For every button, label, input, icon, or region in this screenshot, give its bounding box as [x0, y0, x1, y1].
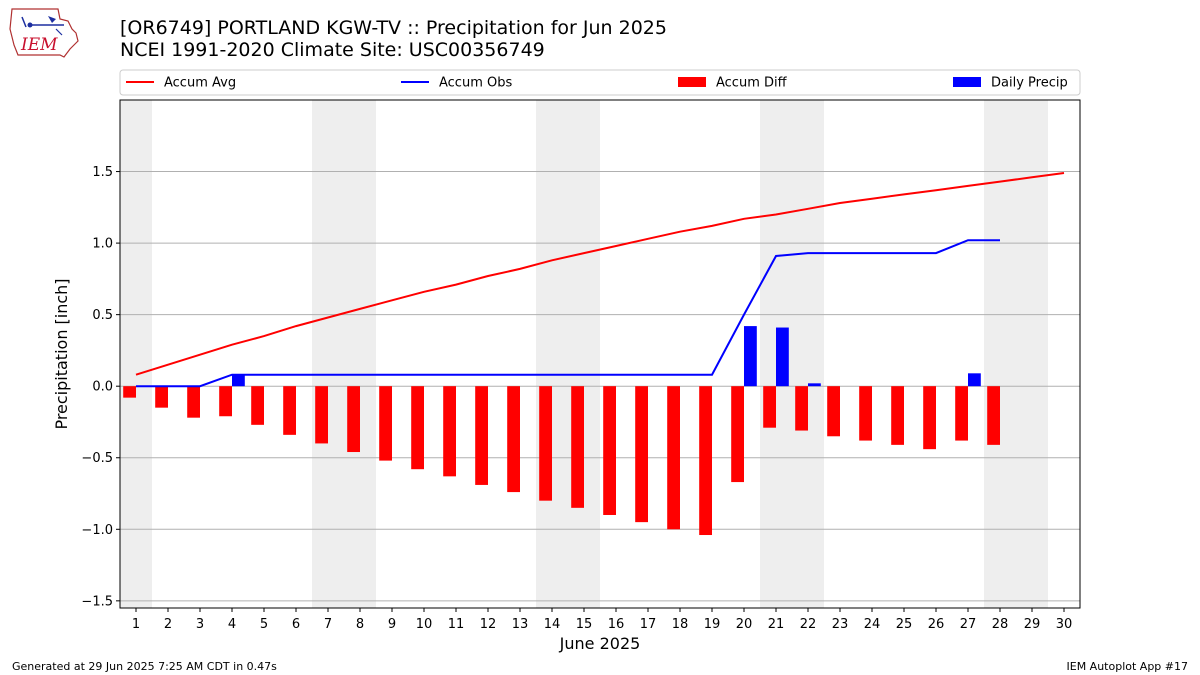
legend-swatch	[953, 77, 981, 87]
y-tick-label: −1.0	[81, 523, 113, 538]
accum-avg-line	[135, 172, 1065, 376]
accum-diff-bar	[475, 386, 488, 485]
x-tick-label: 2	[164, 617, 172, 632]
accum-diff-bar	[955, 386, 968, 441]
legend-entry: Daily Precip	[953, 76, 1068, 91]
accum-diff-bar	[571, 386, 584, 508]
chart-subtitle: NCEI 1991-2020 Climate Site: USC00356749	[120, 39, 545, 61]
legend-label: Accum Avg	[164, 76, 236, 91]
accum-diff-bar	[891, 386, 904, 445]
accum-diff-bar	[731, 386, 744, 483]
legend-box	[119, 69, 1081, 96]
x-tick-label: 5	[260, 617, 268, 632]
x-tick-label: 16	[608, 617, 625, 632]
x-tick-label: 6	[292, 617, 300, 632]
accum-diff-bar	[507, 386, 520, 493]
legend-entry: Accum Obs	[401, 76, 512, 91]
x-tick-label: 13	[512, 617, 529, 632]
x-tick-label: 21	[768, 617, 785, 632]
x-tick-label: 8	[356, 617, 364, 632]
accum-diff-bar	[539, 386, 552, 501]
x-tick-label: 9	[388, 617, 396, 632]
y-tick-label: 1.5	[92, 165, 113, 180]
y-tick-label: −0.5	[81, 451, 113, 466]
accum-diff-bar	[411, 386, 424, 470]
weekend-shade	[536, 100, 600, 608]
x-tick-label: 23	[832, 617, 849, 632]
y-tick-label: 0.5	[92, 308, 113, 323]
y-tick-label: 1.0	[92, 237, 113, 252]
generated-timestamp: Generated at 29 Jun 2025 7:25 AM CDT in …	[12, 660, 277, 673]
x-tick-label: 17	[640, 617, 657, 632]
weekend-shade	[120, 100, 152, 608]
legend-label: Accum Diff	[716, 76, 788, 91]
x-tick-label: 22	[800, 617, 817, 632]
accum-diff-bar	[283, 386, 296, 435]
legend-entry: Accum Avg	[126, 76, 236, 91]
legend-label: Accum Obs	[439, 76, 512, 91]
legend-label: Daily Precip	[991, 76, 1068, 91]
x-tick-label: 24	[864, 617, 881, 632]
y-axis-label: Precipitation [inch]	[52, 278, 71, 429]
iem-logo: IEM	[9, 8, 79, 58]
x-tick-label: 7	[324, 617, 332, 632]
accum-diff-bar	[859, 386, 872, 441]
accum-diff-bar	[443, 386, 456, 477]
accum-diff-bar	[123, 386, 136, 398]
accum-diff-bar	[763, 386, 776, 428]
x-tick-label: 11	[448, 617, 465, 632]
legend-entry: Accum Diff	[678, 76, 788, 91]
x-tick-label: 28	[992, 617, 1009, 632]
daily-precip-bar	[808, 383, 821, 387]
x-tick-label: 20	[736, 617, 753, 632]
x-tick-label: 25	[896, 617, 913, 632]
accum-diff-bar	[155, 386, 168, 408]
x-tick-label: 12	[480, 617, 497, 632]
accum-diff-bar	[987, 386, 1000, 445]
chart-title: [OR6749] PORTLAND KGW-TV :: Precipitatio…	[120, 17, 667, 39]
x-axis-label: June 2025	[559, 634, 641, 653]
accum-diff-bar	[219, 386, 232, 417]
x-tick-label: 18	[672, 617, 689, 632]
accum-diff-bar	[827, 386, 840, 437]
x-tick-label: 14	[544, 617, 561, 632]
logo-text: IEM	[20, 35, 58, 55]
accum-diff-bar	[635, 386, 648, 523]
accum-diff-bar	[187, 386, 200, 418]
daily-precip-bar	[968, 373, 981, 387]
y-tick-label: −1.5	[81, 594, 113, 609]
x-tick-label: 10	[416, 617, 433, 632]
accum-diff-bar	[795, 386, 808, 431]
accum-obs-line	[136, 239, 1000, 388]
weekend-shade	[312, 100, 376, 608]
accum-diff-bar	[923, 386, 936, 450]
app-label: IEM Autoplot App #17	[1066, 660, 1189, 673]
daily-precip-bar	[776, 327, 789, 387]
plot-frame	[119, 99, 1081, 609]
x-tick-label: 3	[196, 617, 204, 632]
accum-diff-bar	[699, 386, 712, 536]
accum-diff-bar	[603, 386, 616, 515]
legend-swatch	[678, 77, 706, 87]
x-tick-label: 1	[132, 617, 140, 632]
y-tick-label: 0.0	[92, 380, 113, 395]
x-tick-label: 4	[228, 617, 236, 632]
daily-precip-bar	[232, 374, 245, 387]
daily-precip-bar	[744, 326, 757, 387]
x-tick-label: 27	[960, 617, 977, 632]
x-tick-label: 30	[1056, 617, 1073, 632]
x-tick-label: 26	[928, 617, 945, 632]
x-tick-label: 29	[1024, 617, 1041, 632]
accum-diff-bar	[667, 386, 680, 530]
accum-diff-bar	[379, 386, 392, 461]
accum-diff-bar	[347, 386, 360, 453]
x-tick-label: 19	[704, 617, 721, 632]
x-tick-label: 15	[576, 617, 593, 632]
weekend-shade	[760, 100, 824, 608]
accum-diff-bar	[315, 386, 328, 444]
weekend-shade	[984, 100, 1048, 608]
legend: Accum Avg Accum Obs Accum Diff Daily Precip	[119, 69, 1081, 96]
accum-diff-bar	[251, 386, 264, 425]
